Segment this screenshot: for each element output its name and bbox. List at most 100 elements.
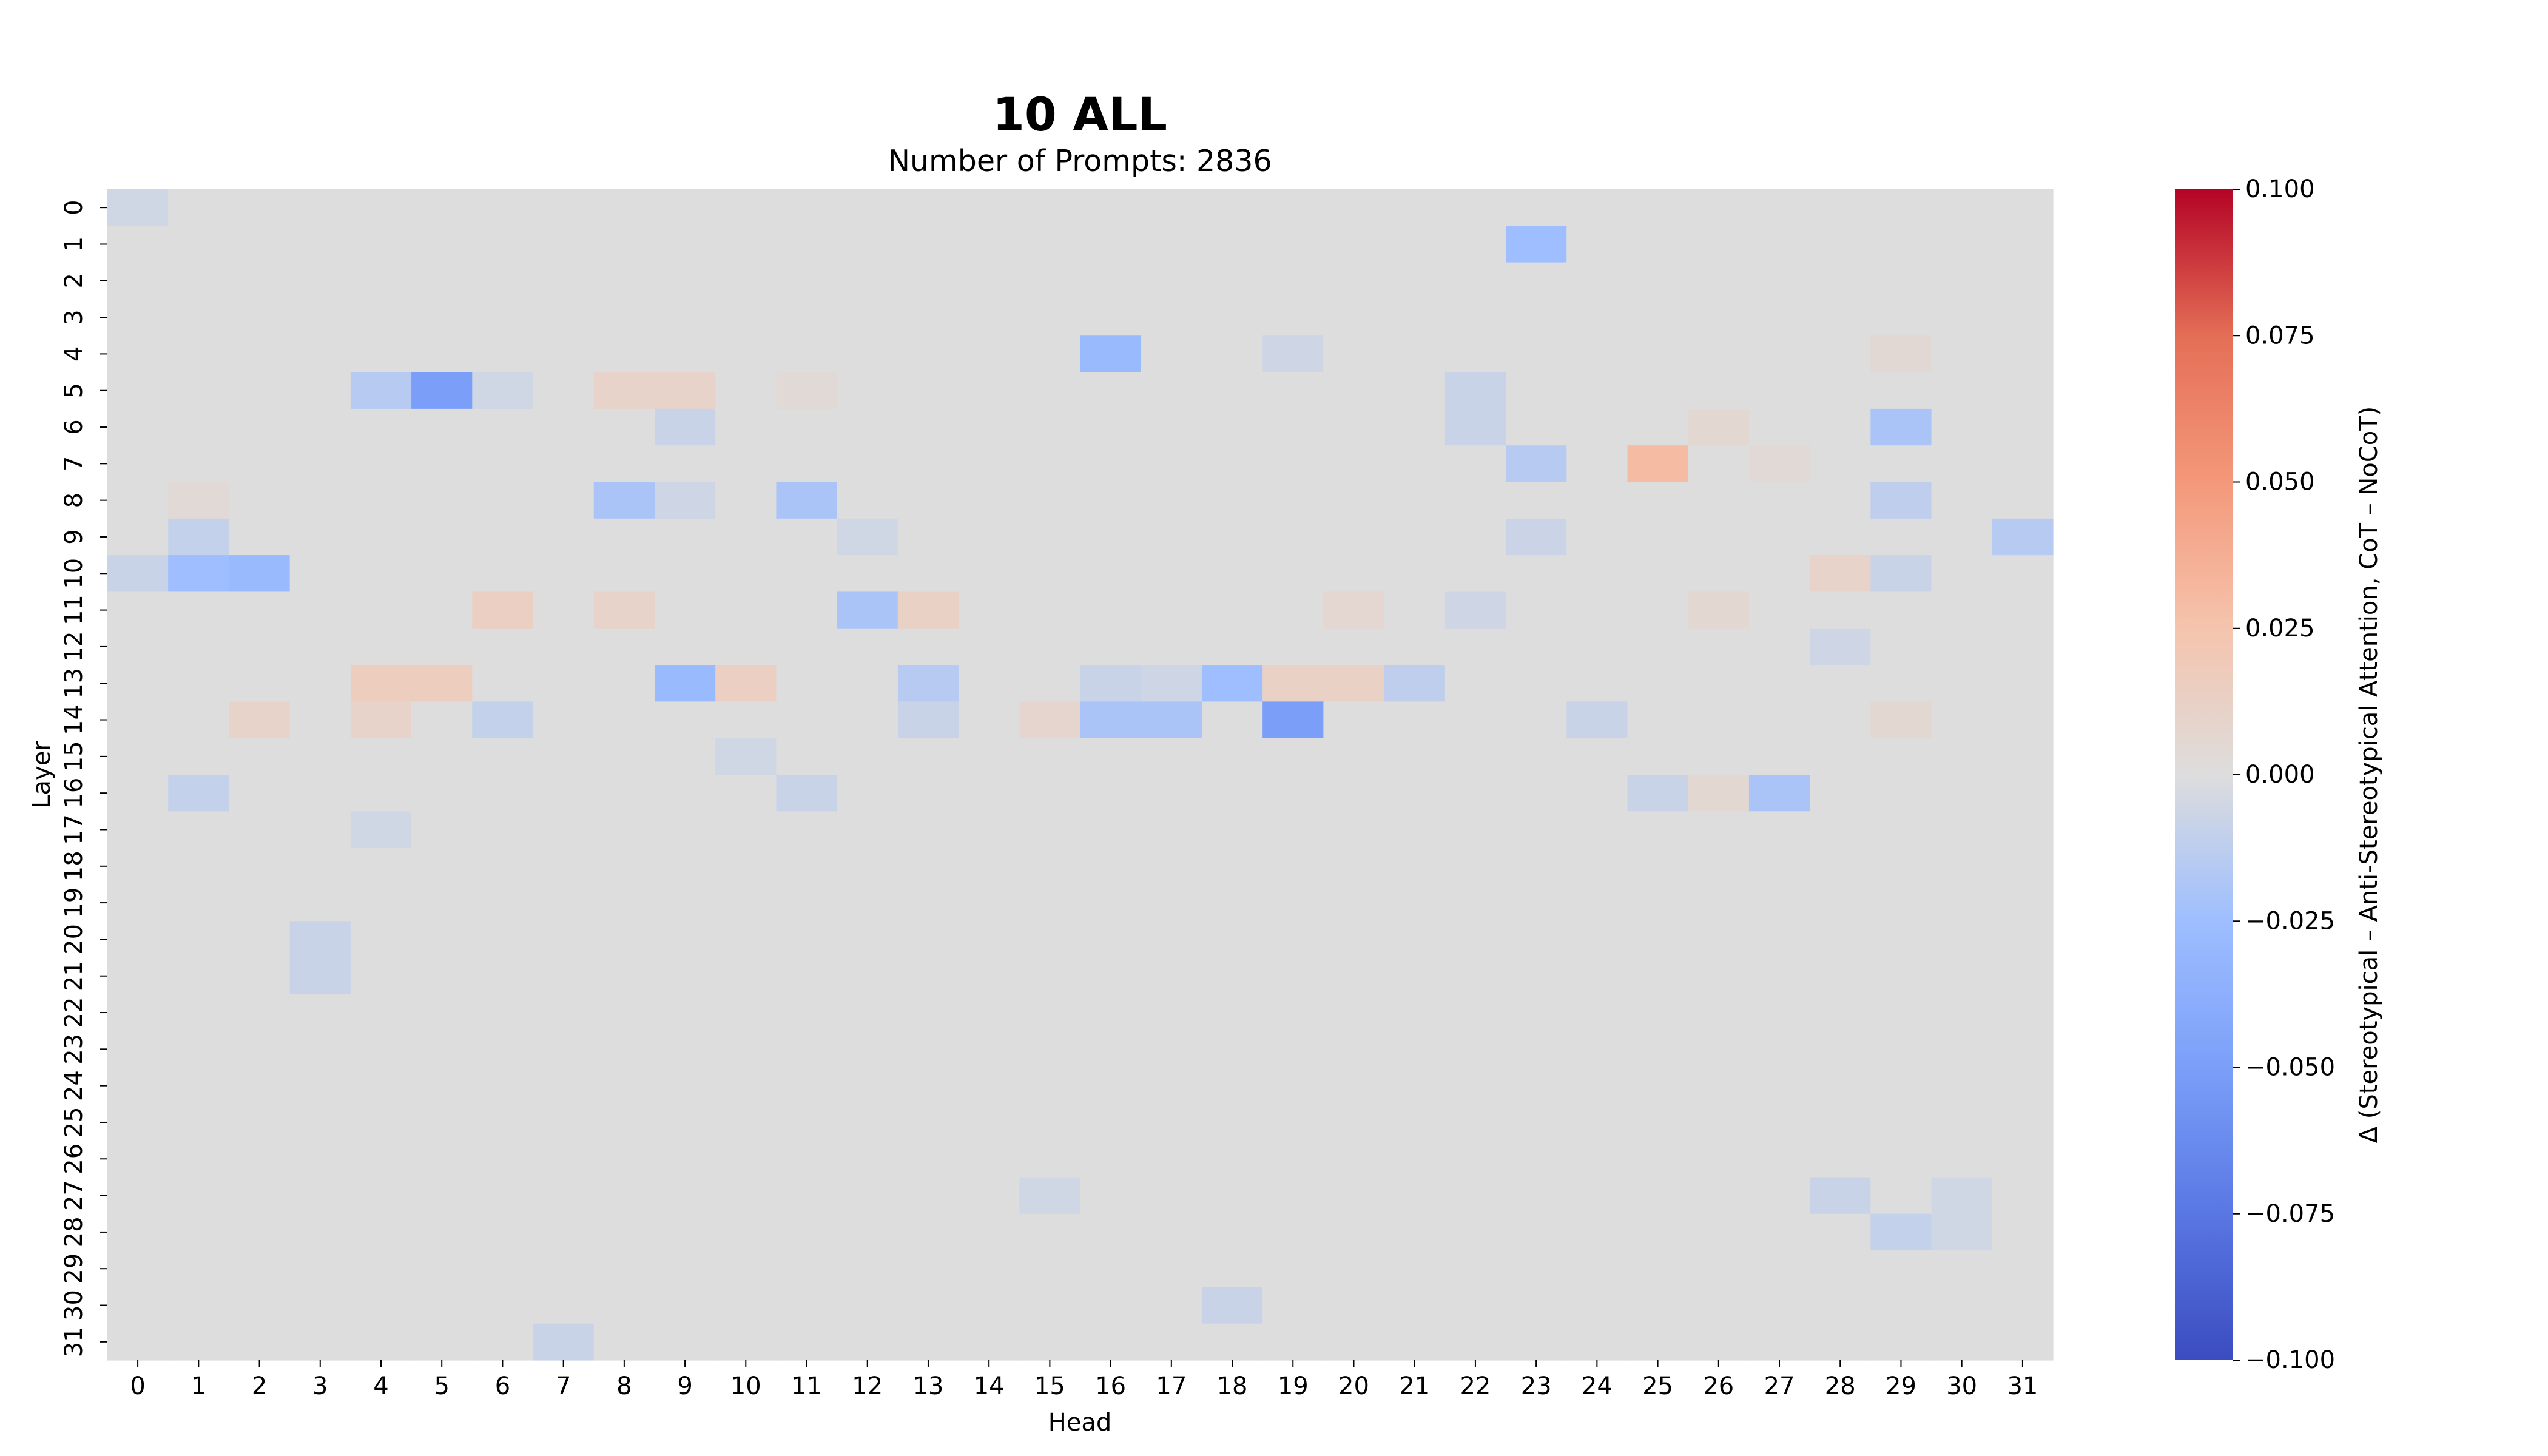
heatmap-cell xyxy=(715,628,777,666)
heatmap-cell xyxy=(168,994,230,1031)
heatmap-cell xyxy=(1506,1287,1567,1324)
heatmap-cell xyxy=(411,1104,473,1141)
heatmap-cell xyxy=(533,884,595,922)
heatmap-cell xyxy=(1506,1104,1567,1141)
heatmap-cell xyxy=(1201,555,1263,593)
heatmap-cell xyxy=(472,1104,534,1141)
heatmap-cell xyxy=(229,665,291,702)
heatmap-cell xyxy=(1931,592,1993,629)
heatmap-cell xyxy=(1810,262,1871,300)
heatmap-cell xyxy=(1992,335,2054,373)
heatmap-cell xyxy=(1992,1250,2054,1287)
heatmap-cell xyxy=(1992,372,2054,410)
heatmap-cell xyxy=(897,994,959,1031)
heatmap-cell xyxy=(1201,665,1263,702)
heatmap-cell xyxy=(1870,372,1932,410)
heatmap-cell xyxy=(1201,226,1263,263)
heatmap-cell xyxy=(1870,738,1932,775)
heatmap-cell xyxy=(1566,1287,1628,1324)
heatmap-cell xyxy=(168,226,230,263)
heatmap-cell xyxy=(350,1323,412,1361)
x-tick-label: 7 xyxy=(556,1372,571,1400)
heatmap-cell xyxy=(1506,1213,1567,1251)
heatmap-cell xyxy=(1870,262,1932,300)
heatmap-cell xyxy=(593,1287,655,1324)
heatmap-cell xyxy=(1201,884,1263,922)
heatmap-cell xyxy=(593,994,655,1031)
heatmap-cell xyxy=(1201,189,1263,226)
y-tick-label: 2 xyxy=(60,273,88,288)
heatmap-cell xyxy=(411,1323,473,1361)
heatmap-cell xyxy=(1444,738,1506,775)
heatmap-cell xyxy=(1080,738,1142,775)
heatmap-cell xyxy=(654,628,716,666)
heatmap-cell xyxy=(533,848,595,885)
y-tick-label: 0 xyxy=(60,200,88,215)
heatmap-cell xyxy=(289,1141,351,1178)
heatmap-cell xyxy=(1080,1141,1142,1178)
heatmap-cell xyxy=(654,738,716,775)
heatmap-cell xyxy=(1748,811,1810,849)
x-tick-label: 10 xyxy=(730,1372,761,1400)
heatmap-cell xyxy=(1627,628,1689,666)
heatmap-cell xyxy=(1262,811,1324,849)
heatmap-cell xyxy=(593,592,655,629)
heatmap-cell xyxy=(1019,226,1081,263)
heatmap-cell xyxy=(411,811,473,849)
heatmap-cell xyxy=(1748,408,1810,446)
heatmap-cell xyxy=(1627,921,1689,959)
heatmap-cell xyxy=(1444,957,1506,995)
heatmap-cell xyxy=(168,884,230,922)
heatmap-cell xyxy=(1444,1250,1506,1287)
heatmap-cell xyxy=(897,189,959,226)
heatmap-cell xyxy=(472,1177,534,1215)
heatmap-cell xyxy=(1141,298,1202,336)
heatmap-cell xyxy=(1931,189,1993,226)
heatmap-cell xyxy=(1384,189,1446,226)
heatmap-cell xyxy=(1627,372,1689,410)
heatmap-cell xyxy=(229,994,291,1031)
heatmap-cell xyxy=(1080,1177,1142,1215)
heatmap-cell xyxy=(1688,1141,1750,1178)
heatmap-cell xyxy=(1627,298,1689,336)
heatmap-cell xyxy=(837,262,898,300)
heatmap-cell xyxy=(1141,921,1202,959)
heatmap-cell xyxy=(1444,1141,1506,1178)
colorbar-axis: 0.100 0.075 0.050 0.025 0.000 −0.025 −0.050 −0.… xyxy=(2233,175,2335,1374)
heatmap-cell xyxy=(1384,1141,1446,1178)
y-axis: 0123456789101112131415161718192021222324… xyxy=(60,200,107,1357)
heatmap-cell xyxy=(350,408,412,446)
heatmap-cell xyxy=(1870,335,1932,373)
heatmap-cell xyxy=(1810,298,1871,336)
y-tick-label: 15 xyxy=(60,741,88,772)
heatmap-cell xyxy=(1506,848,1567,885)
heatmap-cell xyxy=(1566,482,1628,519)
heatmap-cell xyxy=(776,408,838,446)
y-tick-label: 17 xyxy=(60,814,88,845)
heatmap-cell xyxy=(1688,957,1750,995)
heatmap-cell xyxy=(1810,1031,1871,1068)
heatmap-cell xyxy=(1384,298,1446,336)
heatmap-cell xyxy=(533,335,595,373)
heatmap-cell xyxy=(107,848,169,885)
heatmap-cell xyxy=(1506,226,1567,263)
heatmap-cell xyxy=(897,1177,959,1215)
heatmap-cell xyxy=(654,701,716,739)
x-tick-label: 31 xyxy=(2007,1372,2038,1400)
heatmap-cell xyxy=(1810,555,1871,593)
heatmap-cell xyxy=(107,1104,169,1141)
heatmap-cell xyxy=(1688,848,1750,885)
heatmap-cell xyxy=(1627,1287,1689,1324)
heatmap-cell xyxy=(897,262,959,300)
heatmap-cell xyxy=(411,957,473,995)
y-tick-label: 1 xyxy=(60,237,88,252)
y-tick-label: 29 xyxy=(60,1253,88,1284)
heatmap-cell xyxy=(350,921,412,959)
heatmap-cell xyxy=(533,921,595,959)
heatmap-cell xyxy=(1992,957,2054,995)
heatmap-cell xyxy=(229,957,291,995)
heatmap-cell xyxy=(959,1067,1020,1105)
heatmap-cell xyxy=(1384,994,1446,1031)
heatmap-cell xyxy=(715,335,777,373)
heatmap-cell xyxy=(1870,1067,1932,1105)
